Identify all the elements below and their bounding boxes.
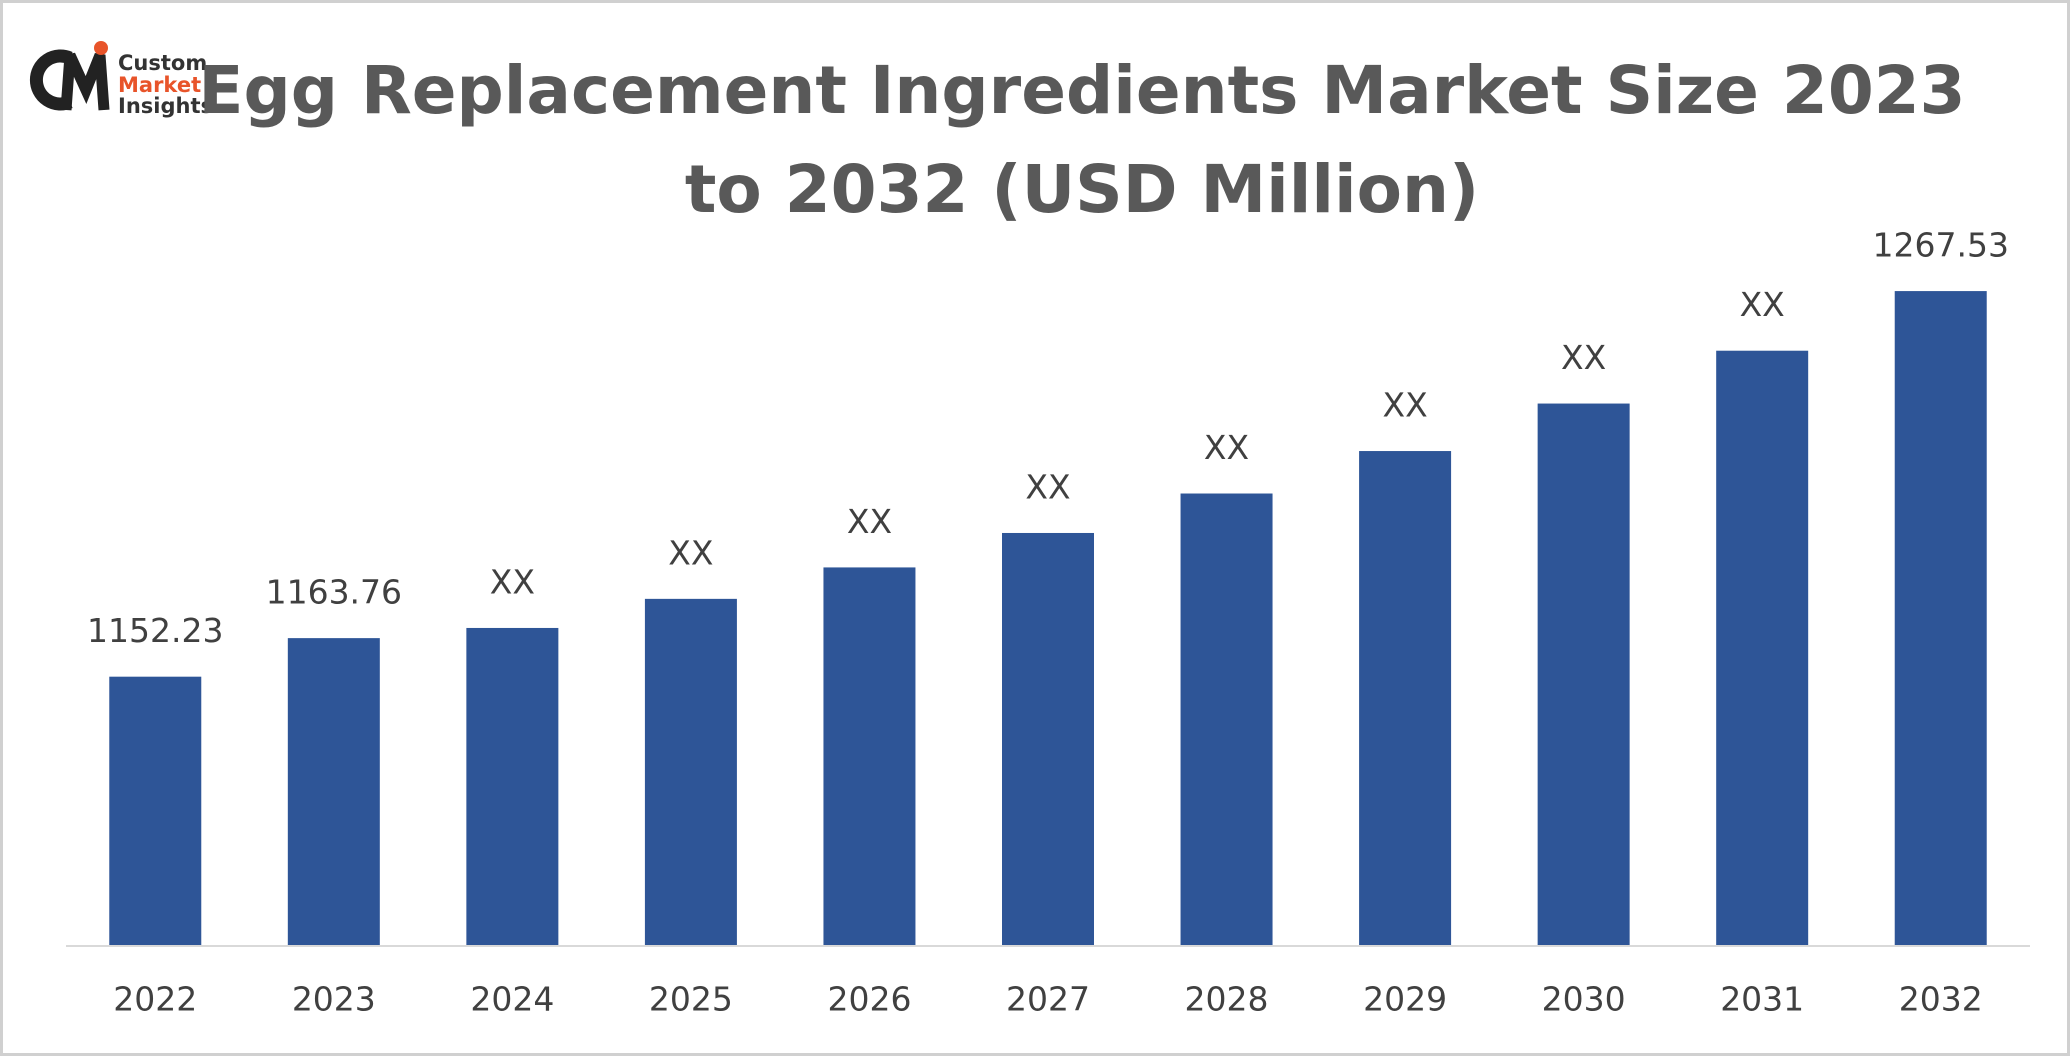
bar: [1716, 350, 1809, 946]
bar: [109, 676, 202, 945]
data-label: XX: [668, 533, 713, 572]
x-tick-label: 2028: [1185, 980, 1269, 1019]
x-tick-label: 2032: [1899, 980, 1983, 1019]
logo-c: [29, 49, 73, 111]
bar: [1180, 493, 1273, 945]
bar: [1537, 403, 1630, 946]
logo-m: [60, 52, 110, 111]
bar: [1894, 291, 1987, 945]
x-tick-label: 2026: [827, 980, 911, 1019]
data-label: XX: [1204, 428, 1249, 467]
x-tick-label: 2023: [292, 980, 376, 1019]
bar: [1359, 451, 1452, 945]
logo-text: Insights: [118, 94, 213, 118]
x-tick-label: 2029: [1363, 980, 1447, 1019]
bar: [466, 627, 559, 945]
bar: [1002, 532, 1094, 945]
x-tick-label: 2022: [113, 980, 197, 1019]
data-label: XX: [1025, 467, 1070, 506]
data-label: XX: [1561, 338, 1606, 377]
data-label: XX: [847, 502, 892, 541]
bar: [823, 567, 916, 945]
logo-text: Market: [118, 73, 201, 97]
x-tick-label: 2027: [1006, 980, 1090, 1019]
data-label: XX: [1740, 285, 1785, 324]
data-label: 1163.76: [266, 573, 402, 612]
logo-text: Custom: [118, 51, 207, 75]
bar: [644, 598, 737, 945]
logo-dot: [94, 41, 108, 55]
chart-title: Egg Replacement Ingredients Market Size …: [198, 52, 1965, 129]
logo: Custom Market Insights: [29, 41, 213, 118]
x-tick-label: 2025: [649, 980, 733, 1019]
data-label: 1267.53: [1872, 226, 2008, 265]
x-tick-label: 2024: [470, 980, 554, 1019]
bar: [287, 638, 380, 945]
data-label: 1152.23: [87, 611, 223, 650]
x-tick-label: 2031: [1720, 980, 1804, 1019]
x-tick-label: 2030: [1542, 980, 1626, 1019]
chart-title: to 2032 (USD Million): [685, 151, 1479, 228]
data-label: XX: [490, 562, 535, 601]
data-label: XX: [1382, 386, 1427, 425]
